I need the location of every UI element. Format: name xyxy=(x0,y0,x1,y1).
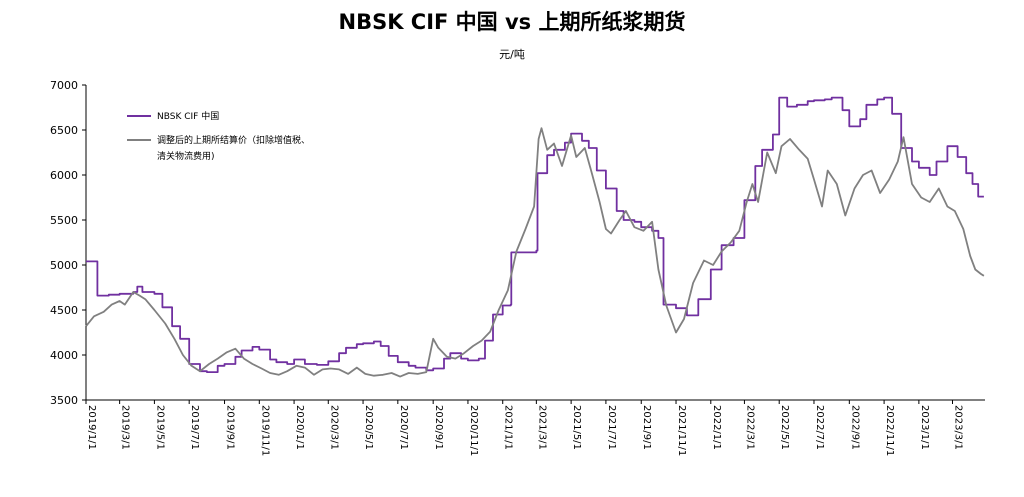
y-tick-label: 7000 xyxy=(50,79,78,92)
x-tick-label: 2022/3/1 xyxy=(744,405,755,450)
y-tick-label: 6000 xyxy=(50,169,78,182)
legend-label-2: 调整后的上期所结算价（扣除增值税、 xyxy=(157,134,310,146)
x-tick-label: 2020/9/1 xyxy=(433,405,444,450)
x-tick-label: 2020/11/1 xyxy=(468,405,479,456)
x-tick-label: 2021/7/1 xyxy=(606,405,617,450)
x-tick-label: 2021/1/1 xyxy=(503,405,514,450)
x-tick-label: 2022/5/1 xyxy=(779,405,790,450)
x-tick-label: 2019/1/1 xyxy=(86,405,97,450)
x-tick-label: 2019/11/1 xyxy=(259,405,270,456)
x-tick-label: 2021/5/1 xyxy=(571,405,582,450)
x-tick-label: 2019/5/1 xyxy=(154,405,165,450)
x-tick-label: 2020/3/1 xyxy=(328,405,339,450)
x-tick-label: 2022/11/1 xyxy=(884,405,895,456)
chart-title: NBSK CIF 中国 vs 上期所纸浆期货 xyxy=(338,10,686,34)
series-line-2 xyxy=(85,127,985,378)
series-line-1 xyxy=(86,96,984,373)
y-tick-label: 4500 xyxy=(50,304,78,317)
y-tick-label: 6500 xyxy=(50,124,78,137)
x-tick-label: 2021/3/1 xyxy=(536,405,547,450)
x-tick-label: 2022/1/1 xyxy=(711,405,722,450)
x-tick-label: 2019/9/1 xyxy=(225,405,236,450)
y-tick-label: 5000 xyxy=(50,259,78,272)
y-tick-label: 5500 xyxy=(50,214,78,227)
x-tick-label: 2023/1/1 xyxy=(919,405,930,450)
x-tick-label: 2020/7/1 xyxy=(398,405,409,450)
x-tick-label: 2021/11/1 xyxy=(676,405,687,456)
x-tick-label: 2020/5/1 xyxy=(363,405,374,450)
x-tick-label: 2019/3/1 xyxy=(120,405,131,450)
legend-label-2: 清关物流费用) xyxy=(157,150,215,162)
chart-axes: 3500 4000 4500 5000 5500 6000 6500 7000 2019/1/1… xyxy=(50,79,985,456)
series-layer xyxy=(85,96,985,378)
y-tick-label: 3500 xyxy=(50,394,78,407)
x-tick-label: 2019/7/1 xyxy=(189,405,200,450)
legend-label-1: NBSK CIF 中国 xyxy=(157,110,219,122)
x-tick-label: 2021/9/1 xyxy=(641,405,652,450)
x-tick-label: 2020/1/1 xyxy=(294,405,305,450)
x-tick-label: 2023/3/1 xyxy=(953,405,964,450)
x-tick-label: 2022/7/1 xyxy=(814,405,825,450)
y-tick-label: 4000 xyxy=(50,349,78,362)
x-tick-label: 2022/9/1 xyxy=(849,405,860,450)
chart-unit-label: 元/吨 xyxy=(499,48,525,61)
